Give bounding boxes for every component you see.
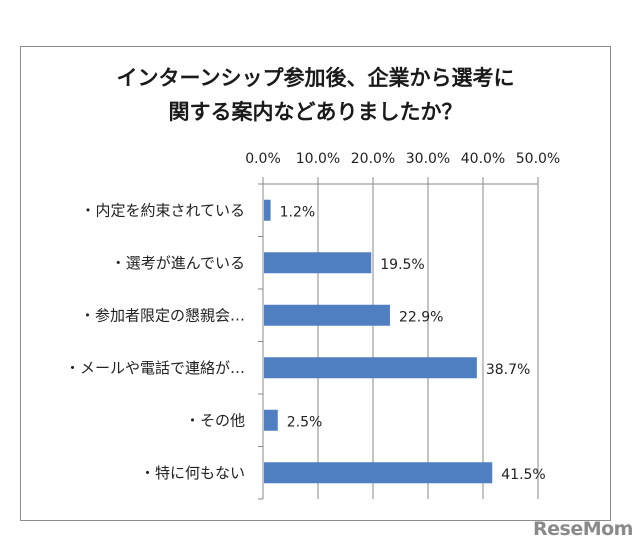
x-tick-label: 50.0% (516, 151, 560, 167)
category-label: ・メールや電話で連絡が… (65, 359, 245, 377)
bar (264, 462, 493, 484)
x-tick-label: 20.0% (351, 151, 395, 167)
category-label: ・内定を約束されている (80, 201, 245, 219)
data-label: 2.5% (287, 414, 323, 430)
bar (264, 199, 271, 221)
data-label: 38.7% (486, 362, 530, 378)
category-label: ・その他 (185, 411, 245, 429)
data-label: 41.5% (501, 467, 545, 483)
chart-frame (20, 46, 611, 521)
x-tick-label: 30.0% (406, 151, 450, 167)
data-label: 19.5% (380, 257, 424, 273)
chart-title-line-2: 関する案内などありましたか？ (168, 100, 463, 124)
data-label: 22.9% (399, 309, 443, 325)
x-tick-label: 0.0% (245, 151, 281, 167)
resemom-watermark-logo: ReseMom (533, 518, 633, 540)
x-tick-label: 40.0% (461, 151, 505, 167)
category-label: ・選考が進んでいる (111, 254, 245, 272)
bar (264, 304, 390, 326)
bar (264, 409, 278, 431)
category-label: ・参加者限定の懇親会… (80, 306, 245, 324)
x-tick-label: 10.0% (296, 151, 340, 167)
category-label: ・特に何もない (140, 464, 245, 482)
bar (264, 252, 372, 274)
chart-title-line-1: インターンシップ参加後、企業から選考に (116, 66, 515, 90)
data-label: 1.2% (280, 204, 316, 220)
bar (264, 357, 477, 379)
